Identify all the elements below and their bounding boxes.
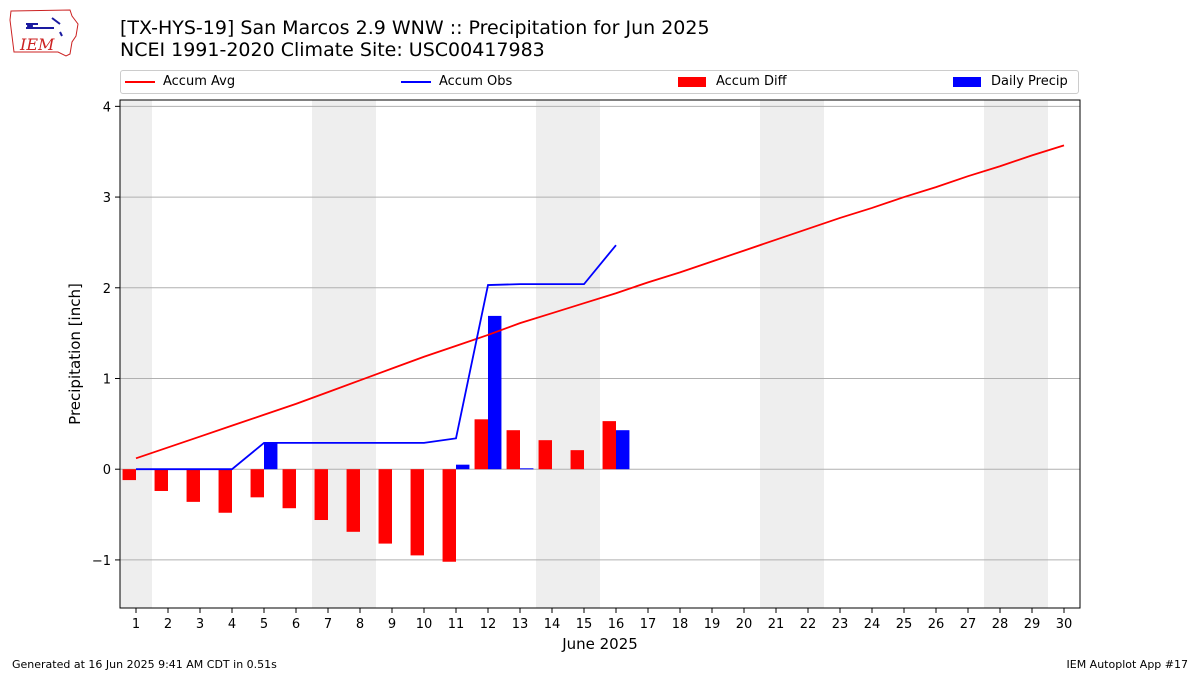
accum-diff-bar	[122, 469, 136, 481]
daily-precip-bar	[264, 442, 278, 470]
accum-diff-bar	[314, 469, 328, 521]
legend-item-daily-precip: Daily Precip	[953, 74, 1068, 90]
weekend-band	[536, 100, 600, 608]
accum-diff-bar	[570, 450, 584, 470]
accum-diff-bar	[378, 469, 392, 544]
x-tick-label: 23	[832, 617, 849, 632]
x-tick-label: 8	[356, 617, 364, 632]
x-tick-label: 30	[1056, 617, 1073, 632]
iowa-map-icon: IEM	[9, 9, 79, 57]
footer-app: IEM Autoplot App #17	[1066, 658, 1189, 671]
x-tick-label: 13	[512, 617, 529, 632]
logo-text: IEM	[19, 35, 55, 54]
x-tick-label: 17	[640, 617, 657, 632]
x-tick-label: 10	[416, 617, 433, 632]
x-tick-label: 5	[260, 617, 268, 632]
chart-legend: Accum Avg Accum Obs Accum Diff Daily Pre…	[120, 70, 1079, 94]
x-tick-label: 4	[228, 617, 236, 632]
daily-precip-bar	[520, 468, 534, 470]
x-tick-label: 1	[132, 617, 140, 632]
legend-item-accum-avg: Accum Avg	[125, 74, 235, 90]
accum-diff-bar	[442, 469, 456, 562]
accum-diff-bar	[410, 469, 424, 556]
accum-avg-line	[135, 144, 1065, 460]
x-tick-label: 7	[324, 617, 332, 632]
x-tick-label: 19	[704, 617, 721, 632]
legend-swatch	[953, 76, 981, 87]
legend-swatch	[678, 76, 706, 87]
x-tick-label: 2	[164, 617, 172, 632]
legend-label: Accum Diff	[716, 74, 787, 89]
x-tick-label: 27	[960, 617, 977, 632]
legend-item-accum-diff: Accum Diff	[678, 74, 787, 90]
x-tick-label: 25	[896, 617, 913, 632]
x-tick-label: 18	[672, 617, 689, 632]
x-tick-label: 20	[736, 617, 753, 632]
x-tick-label: 16	[608, 617, 625, 632]
x-tick-label: 29	[1024, 617, 1041, 632]
x-tick-label: 12	[480, 617, 497, 632]
weekend-band	[984, 100, 1048, 608]
accum-obs-line	[136, 244, 617, 471]
weekend-band	[760, 100, 824, 608]
daily-precip-bar	[616, 430, 630, 470]
legend-swatch	[125, 80, 155, 83]
y-tick-label: 1	[103, 372, 111, 387]
legend-label: Accum Obs	[439, 74, 513, 89]
y-tick-label: 0	[103, 463, 111, 478]
title-line-2: NCEI 1991-2020 Climate Site: USC00417983	[120, 39, 545, 61]
x-axis-label: June 2025	[561, 635, 638, 653]
x-tick-label: 14	[544, 617, 561, 632]
accum-diff-bar	[474, 419, 488, 470]
plot-frame	[119, 99, 1081, 609]
y-tick-label: 2	[103, 282, 111, 297]
x-tick-label: 15	[576, 617, 593, 632]
chart-title: [TX-HYS-19] San Marcos 2.9 WNW :: Precip…	[120, 17, 710, 61]
footer-generated: Generated at 16 Jun 2025 9:41 AM CDT in …	[12, 658, 277, 671]
x-tick-label: 22	[800, 617, 817, 632]
y-tick-label: 4	[103, 100, 111, 115]
accum-diff-bar	[186, 469, 200, 502]
y-tick-label: 3	[103, 191, 111, 206]
legend-label: Accum Avg	[163, 74, 236, 89]
x-tick-label: 21	[768, 617, 785, 632]
x-tick-label: 26	[928, 617, 945, 632]
x-tick-label: 3	[196, 617, 204, 632]
x-tick-label: 6	[292, 617, 300, 632]
legend-item-accum-obs: Accum Obs	[401, 74, 512, 90]
weekend-band	[120, 100, 152, 608]
x-tick-label: 9	[388, 617, 396, 632]
x-tick-label: 28	[992, 617, 1009, 632]
accum-diff-bar	[154, 469, 168, 491]
accum-diff-bar	[250, 469, 264, 498]
y-axis-label: Precipitation [inch]	[66, 283, 84, 425]
weekend-band	[312, 100, 376, 608]
x-tick-label: 24	[864, 617, 881, 632]
accum-diff-bar	[282, 469, 296, 509]
accum-diff-bar	[602, 421, 616, 470]
daily-precip-bar	[456, 464, 470, 470]
daily-precip-bar	[488, 315, 502, 470]
y-tick-label: −1	[92, 554, 111, 569]
title-line-1: [TX-HYS-19] San Marcos 2.9 WNW :: Precip…	[120, 17, 710, 39]
accum-diff-bar	[538, 440, 552, 470]
x-tick-label: 11	[448, 617, 465, 632]
legend-label: Daily Precip	[991, 74, 1068, 89]
accum-diff-bar	[346, 469, 360, 532]
iem-logo: IEM	[8, 6, 80, 58]
accum-diff-bar	[218, 469, 232, 513]
accum-diff-bar	[506, 430, 520, 470]
legend-swatch	[401, 80, 431, 83]
